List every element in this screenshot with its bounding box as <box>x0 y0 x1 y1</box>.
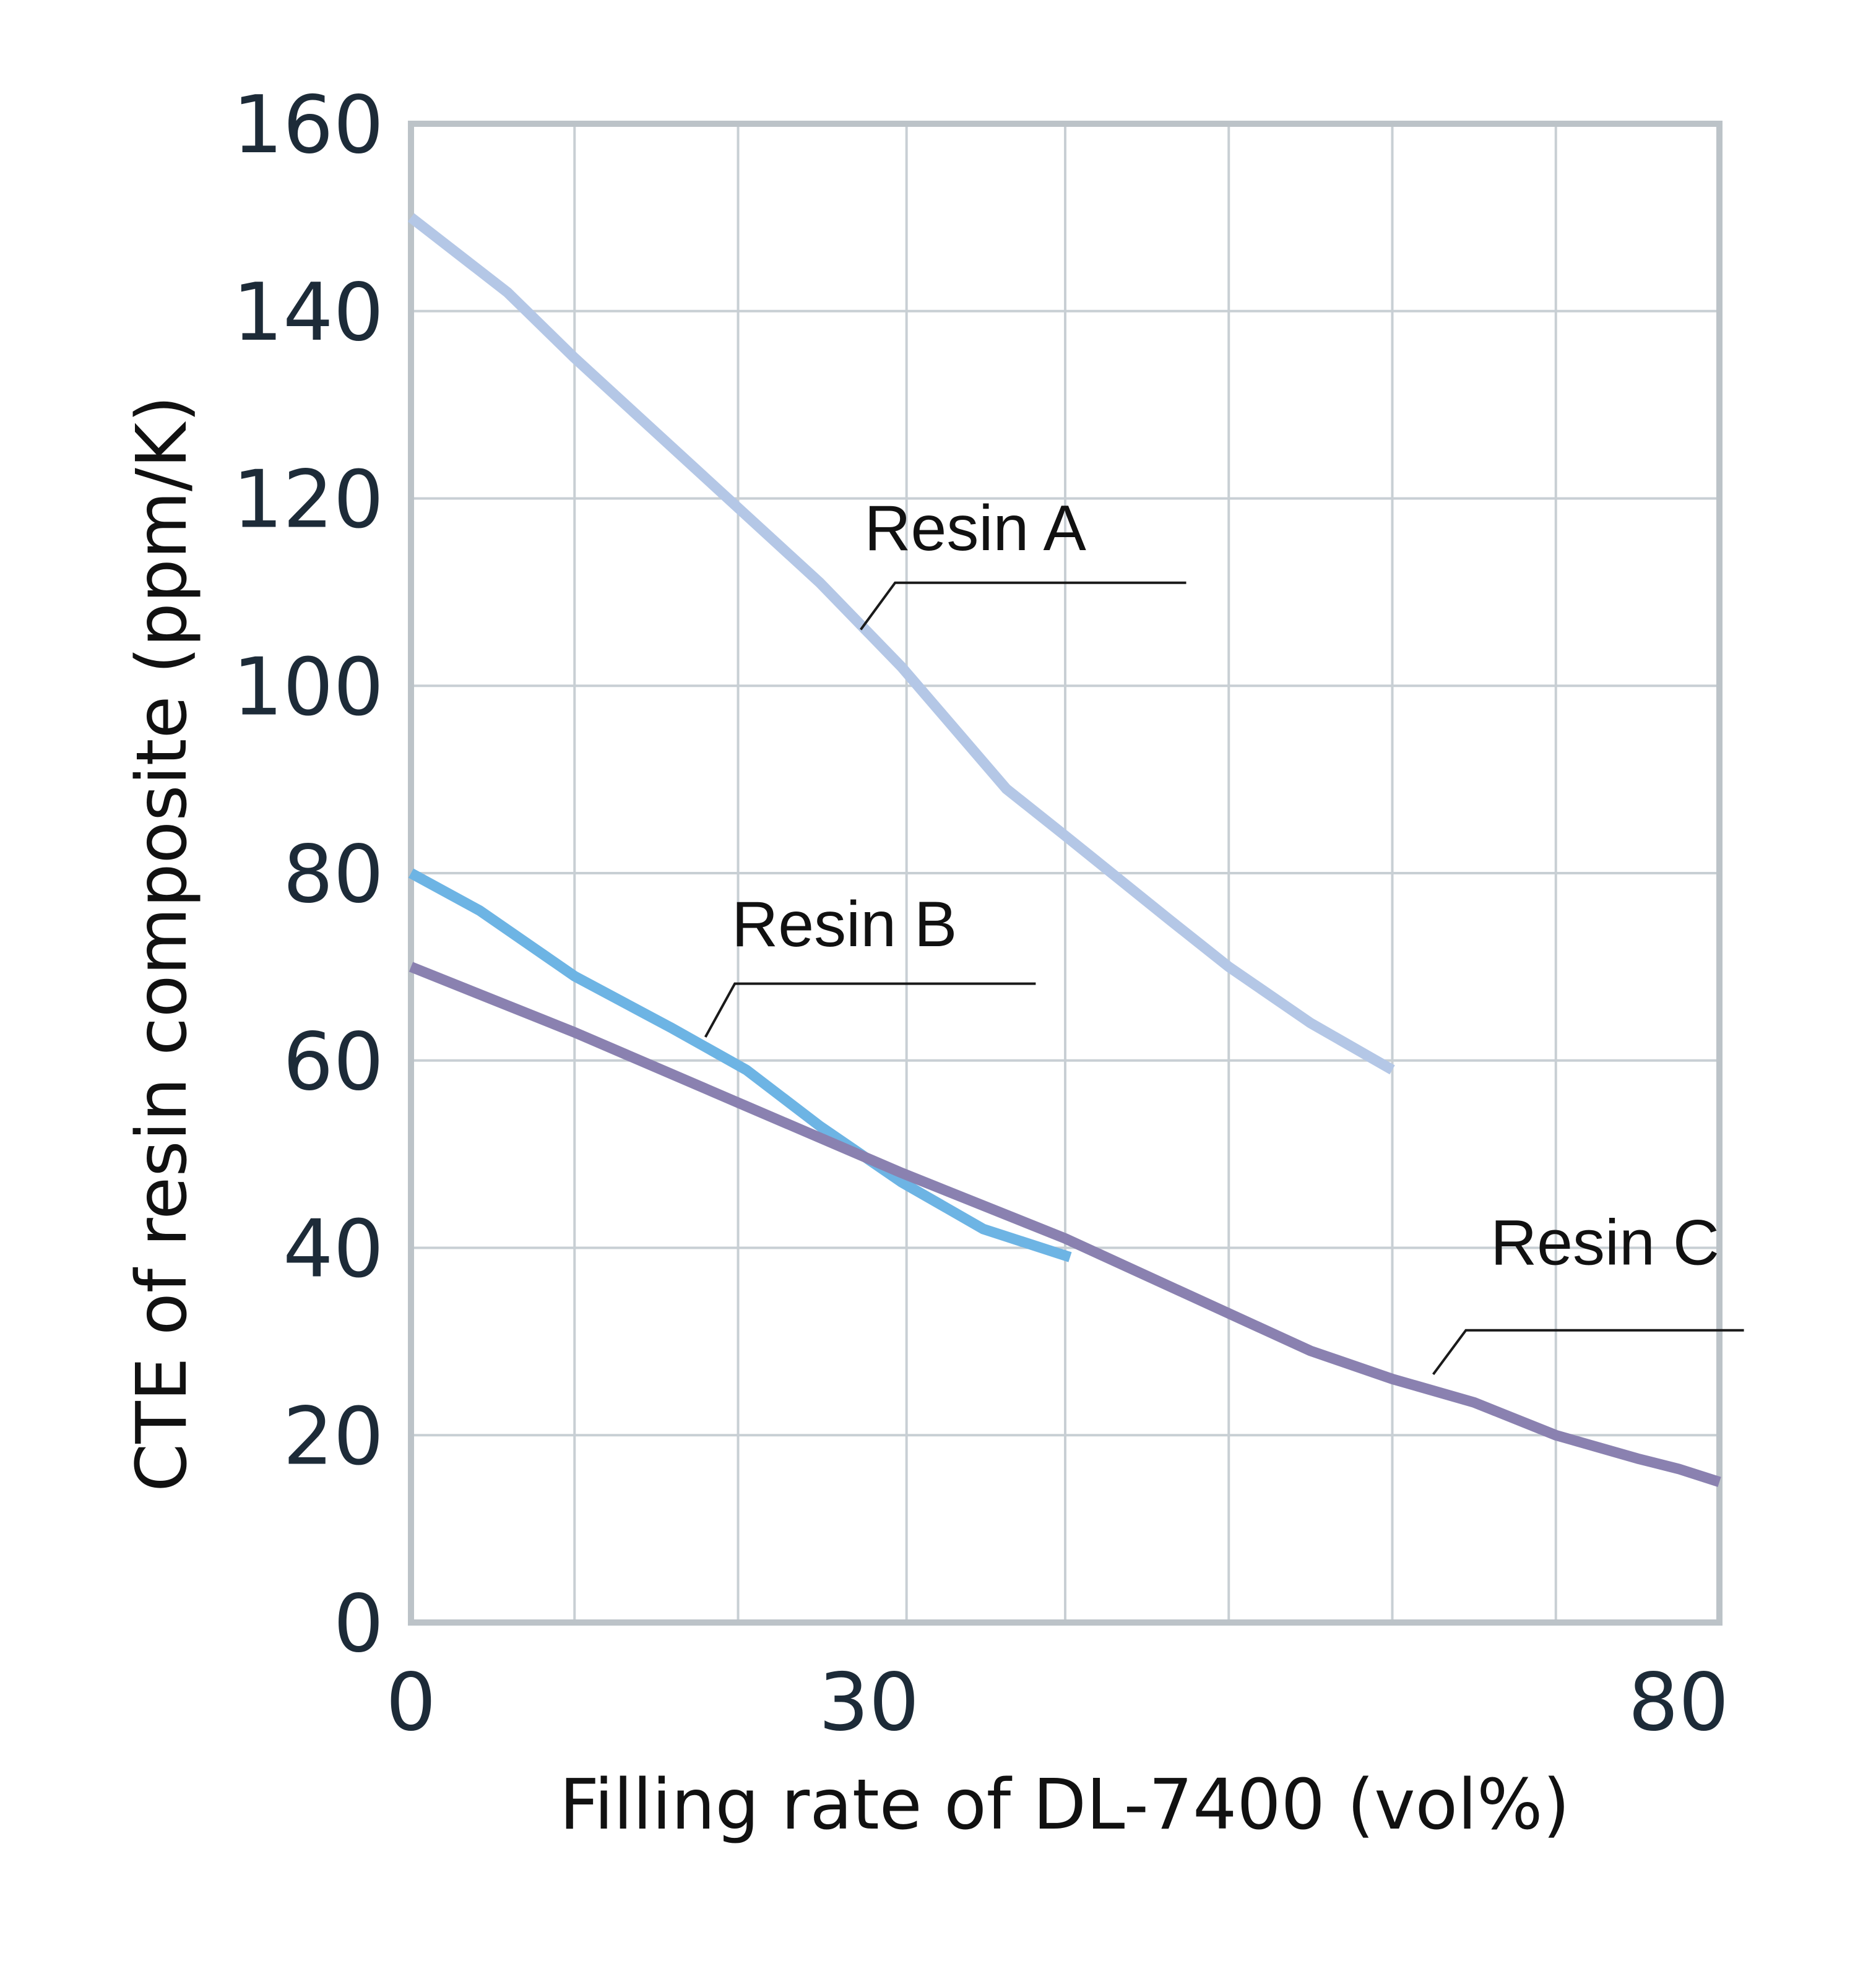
leader-line-resin-a <box>860 581 1187 631</box>
x-tick-label-0: 0 <box>386 1657 436 1749</box>
series-line-resin-c <box>408 962 1721 1487</box>
series-label-resin-a: Resin A <box>864 493 1086 564</box>
x-tick-label-2: 80 <box>1628 1657 1729 1749</box>
series-label-resin-c: Resin C <box>1490 1207 1719 1279</box>
y-tick-label-5: 100 <box>233 641 384 733</box>
x-tick-label-1: 30 <box>818 1657 919 1749</box>
series-labels: Resin A Resin B Resin C <box>704 493 1744 1376</box>
series-line-resin-a <box>407 213 1395 1075</box>
tick-labels: 0 20 40 60 80 100 120 140 160 0 30 80 <box>233 79 1729 1749</box>
y-tick-label-2: 40 <box>283 1204 384 1296</box>
y-tick-label-1: 20 <box>283 1390 384 1483</box>
series-line-resin-b <box>408 868 1072 1262</box>
y-axis-title: CTE of resin composite (ppm/K) <box>122 395 202 1492</box>
x-axis-title: Filling rate of DL-7400 (vol%) <box>560 1765 1570 1845</box>
y-tick-label-7: 140 <box>233 267 384 359</box>
y-tick-label-3: 60 <box>283 1016 384 1108</box>
y-tick-label-6: 120 <box>233 454 384 546</box>
y-tick-label-4: 80 <box>283 829 384 921</box>
grid-layer <box>410 123 1721 1624</box>
series-layer <box>407 213 1721 1487</box>
leader-line-resin-c <box>1432 1329 1744 1376</box>
leader-line-resin-b <box>704 982 1036 1038</box>
y-tick-label-0: 0 <box>334 1578 384 1670</box>
series-label-resin-b: Resin B <box>732 889 957 960</box>
y-tick-label-8: 160 <box>233 79 384 171</box>
